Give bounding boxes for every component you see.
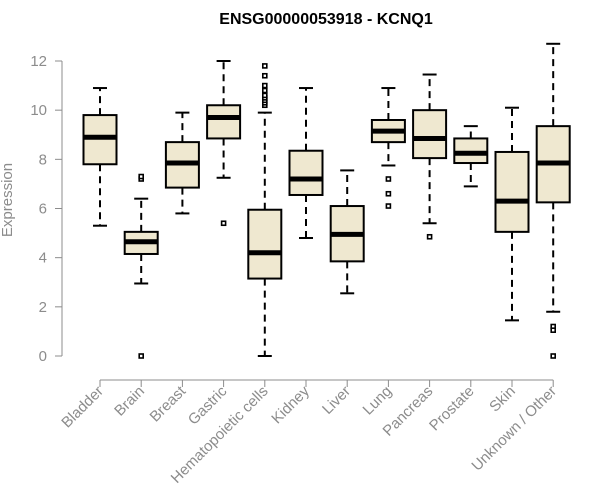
box-brain [123,173,159,359]
y-tick-label: 10 [30,102,47,119]
x-tick-label: Liver [319,383,354,418]
iqr-box [288,149,324,196]
outlier-point [550,327,557,333]
outlier-point [261,63,268,69]
outlier-point [261,72,268,79]
iqr-box [412,109,448,160]
x-tick-label: Kidney [268,382,313,427]
box-kidney [288,87,324,239]
outlier-point [261,87,268,94]
box-bladder [82,87,118,227]
y-tick-label: 6 [39,201,47,218]
iqr-box [494,150,530,233]
outlier-point [385,176,392,182]
x-tick-label: Skin [486,383,519,416]
x-tick-label: Brain [111,383,148,420]
box-liver [329,169,365,295]
outlier-point [385,190,392,197]
outlier-point [220,220,227,227]
outlier-point [261,82,268,89]
y-tick-label: 2 [39,299,47,316]
y-tick-label: 8 [39,151,47,168]
x-tick-label: Lung [360,383,396,419]
boxes-group [82,42,571,359]
iqr-box [206,104,242,140]
chart-title: ENSG00000053918 - KCNQ1 [219,11,433,28]
box-gastric [206,60,242,227]
axes: 0 2 4 6 8 10 12 [30,53,554,387]
box-unknown-other [535,42,571,359]
x-tick-label: Prostate [426,383,478,435]
box-lung [370,87,406,209]
y-tick-label: 0 [39,348,47,365]
y-tick-label: 4 [39,250,47,267]
outlier-point [385,203,392,209]
x-tick-label: Bladder [58,383,107,432]
box-pancreas [412,73,448,240]
y-tick-label: 12 [30,53,47,70]
box-prostate [453,125,489,188]
outlier-point [261,92,268,99]
outlier-point [138,173,144,180]
y-axis-label: Expression [0,163,16,237]
outlier-point [550,353,557,359]
iqr-box [247,208,283,280]
box-hematopoietic-cells [247,63,283,357]
box-breast [164,111,200,215]
box-skin [494,106,530,322]
outlier-point [426,233,433,240]
outlier-point [138,353,144,359]
x-tick-label: Breast [147,382,190,425]
